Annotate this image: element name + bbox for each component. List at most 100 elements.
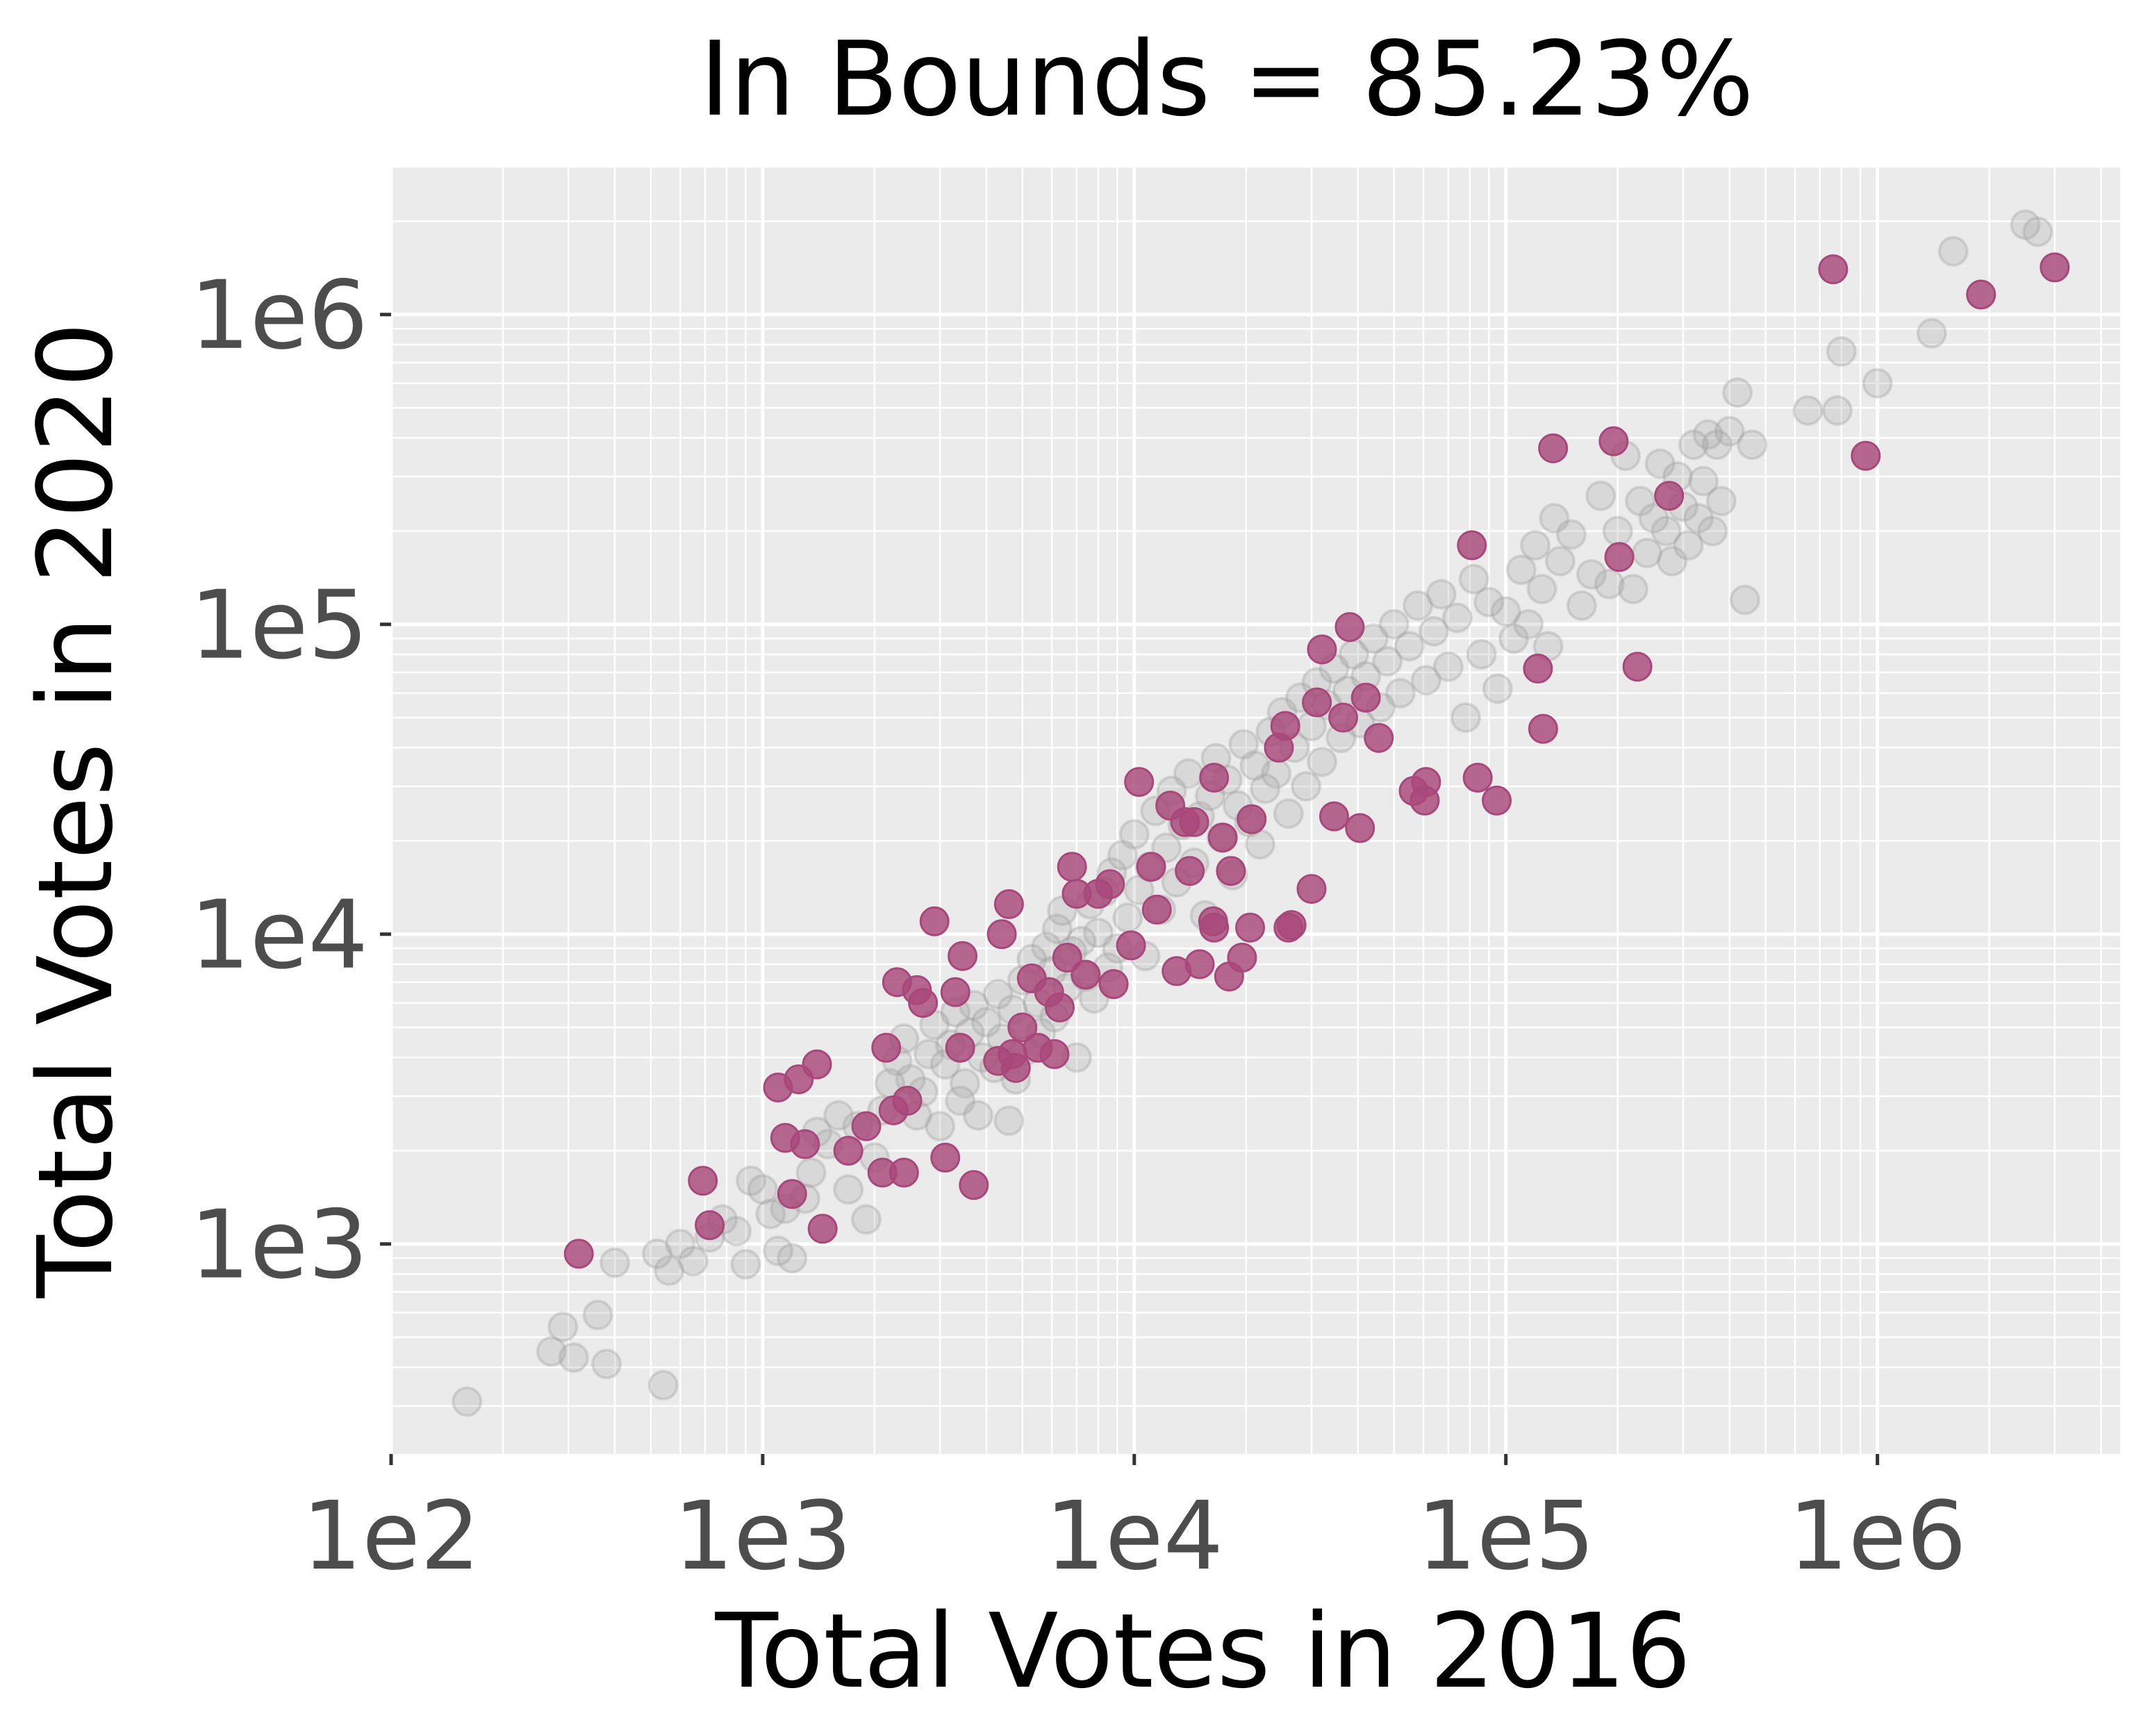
y-tick-label: 1e4	[190, 881, 368, 991]
in-bounds-point	[1520, 529, 1551, 561]
in-bounds-point	[1244, 829, 1275, 860]
in-bounds-point	[1678, 429, 1709, 461]
in-bounds-point	[1250, 773, 1281, 804]
out-of-bounds-point	[1141, 894, 1172, 925]
out-of-bounds-point	[790, 1129, 820, 1159]
out-of-bounds-point	[851, 1111, 882, 1141]
in-bounds-point	[1692, 419, 1723, 450]
in-bounds-point	[763, 1235, 794, 1266]
x-tick-label: 1e4	[1045, 1482, 1223, 1592]
in-bounds-point	[1544, 545, 1576, 577]
in-bounds-point	[1107, 839, 1138, 870]
out-of-bounds-point	[908, 988, 939, 1018]
in-bounds-point	[1378, 609, 1410, 640]
in-bounds-point	[1729, 584, 1760, 615]
in-bounds-point	[1821, 395, 1853, 426]
out-of-bounds-point	[892, 1086, 923, 1116]
in-bounds-point	[600, 1247, 631, 1278]
out-of-bounds-point	[807, 1214, 838, 1244]
in-bounds-point	[1916, 317, 1947, 349]
in-bounds-point	[1555, 519, 1587, 550]
out-of-bounds-point	[1095, 869, 1125, 900]
out-of-bounds-point	[1179, 807, 1209, 837]
in-bounds-point	[982, 979, 1014, 1010]
in-bounds-point	[1466, 638, 1497, 670]
in-bounds-point	[1673, 529, 1704, 561]
out-of-bounds-point	[1070, 959, 1101, 990]
out-of-bounds-point	[695, 1210, 725, 1241]
in-bounds-point	[925, 1111, 956, 1142]
out-of-bounds-point	[993, 889, 1024, 920]
y-tick-label: 1e3	[190, 1191, 368, 1300]
out-of-bounds-point	[1296, 874, 1327, 904]
in-bounds-point	[1482, 673, 1513, 704]
in-bounds-point	[1617, 573, 1648, 604]
in-bounds-point	[1513, 609, 1544, 640]
in-bounds-point	[677, 1246, 709, 1277]
y-tick-label: 1e5	[190, 571, 368, 681]
out-of-bounds-point	[1098, 969, 1129, 1000]
out-of-bounds-point	[1136, 852, 1166, 882]
in-bounds-point	[665, 1228, 696, 1259]
in-bounds-point	[547, 1312, 579, 1343]
out-of-bounds-point	[1216, 856, 1246, 886]
in-bounds-point	[654, 1255, 685, 1287]
out-of-bounds-point	[1057, 852, 1087, 882]
x-axis-title: Total Votes in 2016	[715, 1592, 1692, 1711]
chart-title: In Bounds = 85.23%	[700, 19, 1754, 139]
out-of-bounds-point	[563, 1239, 594, 1269]
out-of-bounds-point	[1528, 713, 1558, 744]
out-of-bounds-point	[986, 919, 1017, 950]
out-of-bounds-point	[1007, 1012, 1038, 1043]
in-bounds-point	[945, 1085, 976, 1116]
out-of-bounds-point	[1457, 530, 1487, 561]
in-bounds-point	[1722, 377, 1753, 408]
in-bounds-point	[1505, 554, 1537, 586]
in-bounds-point	[1458, 563, 1489, 595]
out-of-bounds-point	[1966, 279, 1997, 310]
in-bounds-point	[1602, 515, 1633, 547]
in-bounds-point	[755, 1198, 786, 1230]
out-of-bounds-point	[1270, 711, 1300, 741]
out-of-bounds-point	[1307, 634, 1337, 665]
in-bounds-point	[747, 1174, 778, 1205]
out-of-bounds-point	[888, 1157, 919, 1188]
out-of-bounds-point	[1235, 912, 1266, 943]
out-of-bounds-point	[959, 1170, 989, 1200]
out-of-bounds-point	[1328, 702, 1359, 733]
in-bounds-point	[647, 1370, 679, 1401]
in-bounds-point	[1651, 515, 1682, 547]
out-of-bounds-point	[1199, 762, 1230, 793]
in-bounds-point	[1450, 702, 1481, 734]
in-bounds-point	[1041, 914, 1073, 945]
in-bounds-point	[1384, 677, 1416, 709]
in-bounds-point	[721, 1216, 752, 1247]
out-of-bounds-point	[1302, 687, 1332, 718]
out-of-bounds-point	[1604, 542, 1635, 572]
in-bounds-point	[1862, 367, 1893, 399]
in-bounds-point	[1638, 503, 1669, 534]
out-of-bounds-point	[1350, 682, 1381, 713]
in-bounds-point	[1273, 798, 1304, 829]
in-bounds-point	[2010, 209, 2041, 240]
out-of-bounds-point	[1237, 804, 1267, 834]
out-of-bounds-point	[1538, 433, 1569, 463]
in-bounds-point	[1473, 586, 1505, 618]
in-bounds-point	[823, 1100, 854, 1131]
in-bounds-point	[1118, 819, 1150, 850]
in-bounds-point	[1687, 465, 1719, 497]
in-bounds-point	[1490, 596, 1521, 627]
out-of-bounds-point	[1345, 813, 1375, 843]
in-bounds-point	[1228, 729, 1259, 760]
out-of-bounds-point	[871, 1032, 902, 1063]
in-bounds-point	[736, 1165, 767, 1196]
out-of-bounds-point	[1622, 652, 1653, 682]
out-of-bounds-point	[1334, 612, 1365, 643]
out-of-bounds-point	[1039, 1039, 1070, 1069]
out-of-bounds-point	[1175, 856, 1205, 886]
out-of-bounds-point	[940, 977, 970, 1007]
in-bounds-point	[1419, 615, 1450, 647]
out-of-bounds-point	[802, 1049, 832, 1080]
out-of-bounds-point	[919, 906, 950, 936]
out-of-bounds-point	[833, 1135, 863, 1166]
